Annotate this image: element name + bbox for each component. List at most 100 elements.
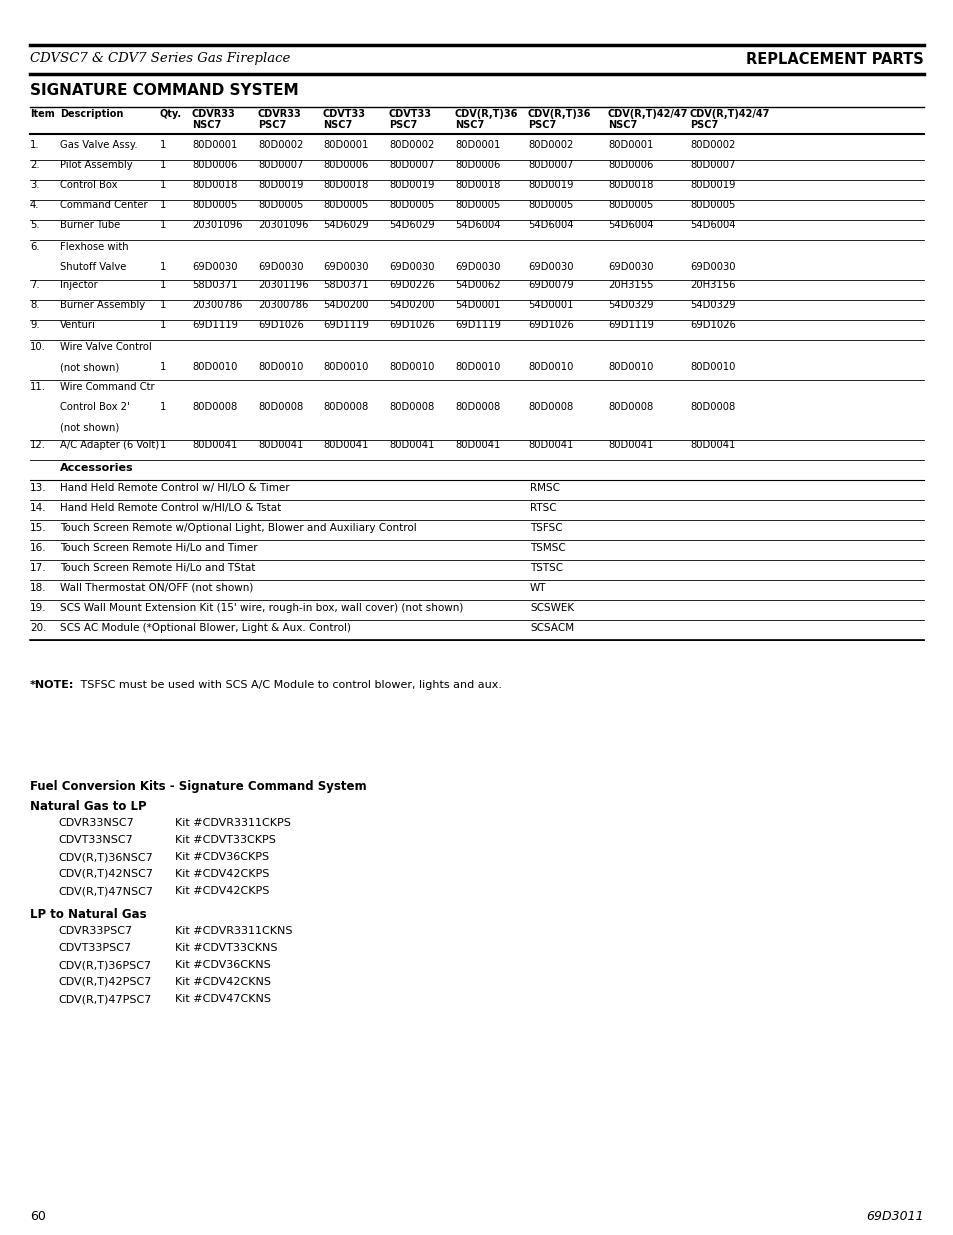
Text: 80D0005: 80D0005 <box>607 200 653 210</box>
Text: CDV(R,T)47NSC7: CDV(R,T)47NSC7 <box>58 885 152 897</box>
Text: 80D0008: 80D0008 <box>527 403 573 412</box>
Text: Burner Assembly: Burner Assembly <box>60 300 145 310</box>
Text: 80D0019: 80D0019 <box>389 180 434 190</box>
Text: 80D0010: 80D0010 <box>389 362 434 372</box>
Text: 69D1026: 69D1026 <box>689 320 735 330</box>
Text: 80D0001: 80D0001 <box>323 140 368 149</box>
Text: 80D0010: 80D0010 <box>257 362 303 372</box>
Text: Venturi: Venturi <box>60 320 95 330</box>
Text: 80D0002: 80D0002 <box>389 140 434 149</box>
Text: 54D6004: 54D6004 <box>689 220 735 230</box>
Text: 80D0002: 80D0002 <box>257 140 303 149</box>
Text: CDV(R,T)42/47: CDV(R,T)42/47 <box>607 109 688 119</box>
Text: SCSACM: SCSACM <box>530 622 574 634</box>
Text: 16.: 16. <box>30 543 47 553</box>
Text: 54D6004: 54D6004 <box>527 220 573 230</box>
Text: 80D0006: 80D0006 <box>455 161 500 170</box>
Text: 54D0200: 54D0200 <box>389 300 434 310</box>
Text: 54D0001: 54D0001 <box>527 300 573 310</box>
Text: SCS AC Module (*Optional Blower, Light & Aux. Control): SCS AC Module (*Optional Blower, Light &… <box>60 622 351 634</box>
Text: NSC7: NSC7 <box>323 120 352 130</box>
Text: 80D0002: 80D0002 <box>689 140 735 149</box>
Text: Fuel Conversion Kits - Signature Command System: Fuel Conversion Kits - Signature Command… <box>30 781 366 793</box>
Text: 80D0008: 80D0008 <box>389 403 434 412</box>
Text: SIGNATURE COMMAND SYSTEM: SIGNATURE COMMAND SYSTEM <box>30 83 298 98</box>
Text: 17.: 17. <box>30 563 47 573</box>
Text: 69D0226: 69D0226 <box>389 280 435 290</box>
Text: 54D6004: 54D6004 <box>455 220 500 230</box>
Text: CDVT33: CDVT33 <box>323 109 366 119</box>
Text: 69D1119: 69D1119 <box>607 320 654 330</box>
Text: 54D6029: 54D6029 <box>389 220 435 230</box>
Text: CDV(R,T)36: CDV(R,T)36 <box>455 109 517 119</box>
Text: 80D0005: 80D0005 <box>323 200 368 210</box>
Text: 7.: 7. <box>30 280 40 290</box>
Text: 20300786: 20300786 <box>192 300 242 310</box>
Text: 1: 1 <box>160 180 166 190</box>
Text: Hand Held Remote Control w/ HI/LO & Timer: Hand Held Remote Control w/ HI/LO & Time… <box>60 483 290 493</box>
Text: Pilot Assembly: Pilot Assembly <box>60 161 132 170</box>
Text: 54D0200: 54D0200 <box>323 300 368 310</box>
Text: Kit #CDV47CKNS: Kit #CDV47CKNS <box>174 994 271 1004</box>
Text: 1: 1 <box>160 280 166 290</box>
Text: 80D0018: 80D0018 <box>455 180 500 190</box>
Text: 80D0041: 80D0041 <box>257 440 303 450</box>
Text: 80D0018: 80D0018 <box>192 180 237 190</box>
Text: 2.: 2. <box>30 161 40 170</box>
Text: 69D1026: 69D1026 <box>257 320 304 330</box>
Text: PSC7: PSC7 <box>689 120 718 130</box>
Text: 80D0018: 80D0018 <box>607 180 653 190</box>
Text: 69D1026: 69D1026 <box>527 320 574 330</box>
Text: 80D0008: 80D0008 <box>323 403 368 412</box>
Text: LP to Natural Gas: LP to Natural Gas <box>30 908 147 921</box>
Text: 80D0008: 80D0008 <box>607 403 653 412</box>
Text: 80D0007: 80D0007 <box>257 161 303 170</box>
Text: 69D0030: 69D0030 <box>323 262 368 272</box>
Text: 58D0371: 58D0371 <box>192 280 237 290</box>
Text: 69D0030: 69D0030 <box>257 262 303 272</box>
Text: 54D0001: 54D0001 <box>455 300 500 310</box>
Text: CDVT33NSC7: CDVT33NSC7 <box>58 835 132 845</box>
Text: Kit #CDV42CKNS: Kit #CDV42CKNS <box>174 977 271 987</box>
Text: 20H3156: 20H3156 <box>689 280 735 290</box>
Text: 6.: 6. <box>30 242 40 252</box>
Text: Wire Command Ctr: Wire Command Ctr <box>60 382 154 391</box>
Text: Description: Description <box>60 109 123 119</box>
Text: CDV(R,T)42NSC7: CDV(R,T)42NSC7 <box>58 869 152 879</box>
Text: 80D0001: 80D0001 <box>192 140 237 149</box>
Text: 9.: 9. <box>30 320 40 330</box>
Text: 80D0006: 80D0006 <box>192 161 237 170</box>
Text: PSC7: PSC7 <box>257 120 286 130</box>
Text: 80D0019: 80D0019 <box>527 180 573 190</box>
Text: 1: 1 <box>160 200 166 210</box>
Text: 80D0005: 80D0005 <box>257 200 303 210</box>
Text: A/C Adapter (6 Volt): A/C Adapter (6 Volt) <box>60 440 159 450</box>
Text: 54D0329: 54D0329 <box>607 300 653 310</box>
Text: TSMSC: TSMSC <box>530 543 565 553</box>
Text: Kit #CDVT33CKPS: Kit #CDVT33CKPS <box>174 835 275 845</box>
Text: 80D0006: 80D0006 <box>607 161 653 170</box>
Text: Flexhose with: Flexhose with <box>60 242 129 252</box>
Text: 69D1119: 69D1119 <box>455 320 500 330</box>
Text: Kit #CDVR3311CKPS: Kit #CDVR3311CKPS <box>174 818 291 827</box>
Text: Kit #CDV36CKPS: Kit #CDV36CKPS <box>174 852 269 862</box>
Text: 13.: 13. <box>30 483 47 493</box>
Text: 80D0041: 80D0041 <box>455 440 500 450</box>
Text: Control Box 2': Control Box 2' <box>60 403 130 412</box>
Text: Gas Valve Assy.: Gas Valve Assy. <box>60 140 137 149</box>
Text: 69D3011: 69D3011 <box>865 1210 923 1223</box>
Text: CDV(R,T)36NSC7: CDV(R,T)36NSC7 <box>58 852 152 862</box>
Text: Wire Valve Control: Wire Valve Control <box>60 342 152 352</box>
Text: CDV(R,T)42PSC7: CDV(R,T)42PSC7 <box>58 977 152 987</box>
Text: 69D1026: 69D1026 <box>389 320 435 330</box>
Text: NSC7: NSC7 <box>192 120 221 130</box>
Text: 10.: 10. <box>30 342 46 352</box>
Text: Accessories: Accessories <box>60 463 133 473</box>
Text: 69D0079: 69D0079 <box>527 280 573 290</box>
Text: WT: WT <box>530 583 546 593</box>
Text: SCSWEK: SCSWEK <box>530 603 574 613</box>
Text: 54D6029: 54D6029 <box>323 220 369 230</box>
Text: Qty.: Qty. <box>160 109 182 119</box>
Text: 80D0005: 80D0005 <box>389 200 434 210</box>
Text: PSC7: PSC7 <box>389 120 416 130</box>
